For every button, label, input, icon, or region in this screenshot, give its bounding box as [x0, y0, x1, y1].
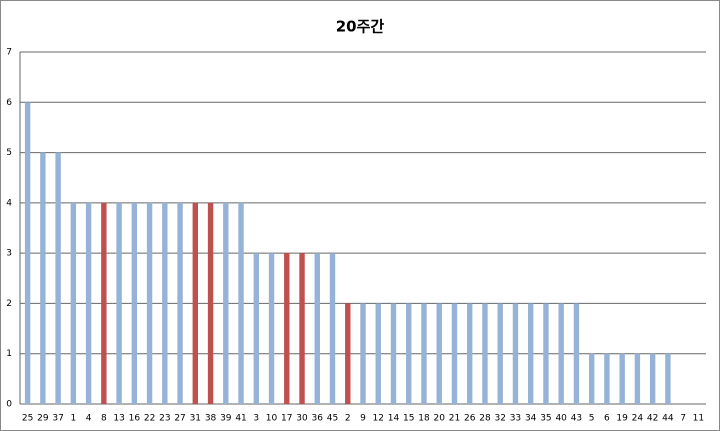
x-tick-label: 34: [525, 414, 537, 424]
bar: [207, 202, 214, 404]
bar: [634, 353, 641, 404]
bar: [345, 303, 351, 404]
x-tick-label: 15: [403, 414, 414, 424]
x-tick-label: 13: [113, 414, 124, 424]
x-tick-label: 11: [693, 414, 704, 424]
bar: [329, 253, 336, 404]
y-tick-label: 7: [6, 48, 12, 58]
x-tick-label: 40: [555, 414, 567, 424]
bar: [573, 303, 580, 404]
bar: [390, 303, 397, 404]
x-tick-label: 4: [86, 414, 92, 424]
x-tick-label: 45: [327, 414, 338, 424]
bar: [70, 202, 77, 404]
x-tick-label: 42: [647, 414, 658, 424]
y-tick-label: 0: [6, 400, 12, 410]
y-tick-label: 1: [6, 349, 12, 359]
x-tick-label: 12: [373, 414, 384, 424]
bar: [619, 353, 625, 404]
x-tick-label: 21: [449, 414, 460, 424]
x-tick-label: 31: [190, 414, 201, 424]
x-tick-label: 30: [296, 414, 308, 424]
bar: [451, 303, 458, 404]
bar: [436, 303, 442, 404]
x-tick-label: 19: [616, 414, 628, 424]
bar: [162, 202, 168, 404]
x-tick-label: 7: [680, 414, 686, 424]
x-tick-label: 26: [464, 414, 476, 424]
bar: [24, 102, 31, 405]
x-tick-label: 6: [604, 414, 610, 424]
x-tick-label: 39: [220, 414, 232, 424]
x-tick-label: 44: [662, 414, 674, 424]
y-tick-label: 5: [6, 148, 12, 158]
bar: [588, 353, 595, 404]
x-tick-label: 23: [159, 414, 170, 424]
bar: [375, 303, 381, 404]
y-tick-label: 4: [6, 198, 12, 208]
bar: [649, 353, 656, 404]
bar: [238, 202, 244, 404]
bar: [85, 202, 92, 404]
bar: [101, 202, 107, 404]
bar: [558, 303, 564, 404]
x-tick-label: 10: [266, 414, 278, 424]
bar: [512, 303, 519, 404]
y-tick-label: 2: [6, 299, 12, 309]
x-tick-label: 9: [360, 414, 366, 424]
bar: [543, 303, 549, 404]
bar: [360, 303, 366, 404]
bar: [665, 353, 671, 404]
x-tick-label: 37: [52, 414, 63, 424]
bar: [284, 253, 290, 404]
x-tick-label: 5: [589, 414, 595, 424]
bar: [55, 152, 61, 404]
y-tick-label: 6: [6, 98, 12, 108]
bar: [131, 202, 138, 404]
x-tick-label: 36: [312, 414, 324, 424]
y-tick-label: 3: [6, 249, 12, 259]
x-tick-label: 27: [174, 414, 185, 424]
bar: [253, 253, 259, 404]
x-tick-label: 35: [540, 414, 551, 424]
bar: [116, 202, 122, 404]
x-tick-label: 38: [205, 414, 217, 424]
bar: [482, 303, 488, 404]
x-tick-label: 29: [37, 414, 49, 424]
x-tick-label: 18: [418, 414, 430, 424]
x-tick-label: 33: [510, 414, 521, 424]
bar: [467, 303, 473, 404]
bar: [421, 303, 427, 404]
x-tick-label: 14: [388, 414, 400, 424]
bar: [299, 253, 305, 404]
bar: [406, 303, 412, 404]
bar: [604, 353, 610, 404]
bar: [223, 202, 229, 404]
bar: [497, 303, 503, 404]
x-tick-label: 8: [101, 414, 107, 424]
x-tick-label: 24: [632, 414, 644, 424]
bar: [146, 202, 153, 404]
bar: [40, 152, 46, 404]
bar: [192, 202, 199, 404]
chart-title: 20주간: [336, 18, 385, 36]
bar: [314, 253, 320, 404]
x-tick-label: 2: [345, 414, 351, 424]
x-tick-label: 16: [129, 414, 141, 424]
bar: [177, 202, 183, 404]
x-tick-label: 43: [571, 414, 582, 424]
x-tick-label: 32: [494, 414, 505, 424]
x-tick-label: 41: [235, 414, 246, 424]
x-tick-label: 3: [253, 414, 259, 424]
bar: [268, 253, 275, 404]
x-tick-label: 1: [70, 414, 76, 424]
x-tick-label: 20: [433, 414, 445, 424]
bar: [527, 303, 534, 404]
x-tick-label: 28: [479, 414, 491, 424]
x-tick-label: 17: [281, 414, 292, 424]
x-tick-label: 22: [144, 414, 155, 424]
x-tick-label: 25: [22, 414, 33, 424]
